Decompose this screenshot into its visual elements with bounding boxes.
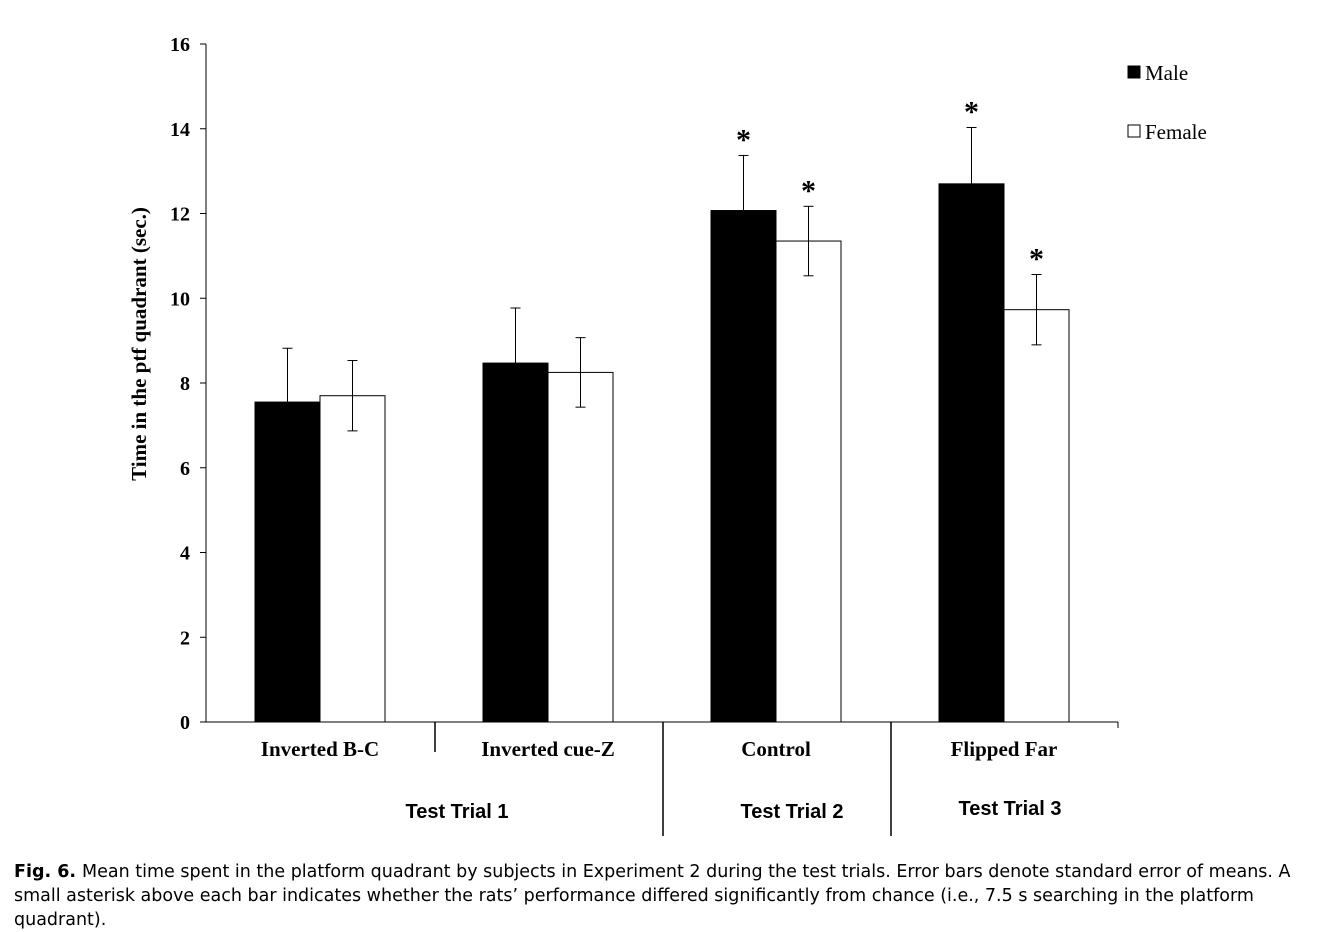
x-category-label: Control <box>741 737 811 761</box>
significance-asterisk: * <box>1029 243 1044 276</box>
legend-label-female: Female <box>1145 120 1207 144</box>
caption-label: Fig. 6. <box>14 862 77 882</box>
legend-swatch-female <box>1127 124 1141 138</box>
bar-male <box>710 210 777 723</box>
significance-asterisk: * <box>964 95 979 128</box>
chart-bars: * * * * <box>254 95 1070 723</box>
y-tick-label: 12 <box>170 204 190 226</box>
y-tick-label: 16 <box>170 34 190 56</box>
chart-axes: 0 2 4 6 8 10 12 14 16 Time in the ptf quadrant (s… <box>127 34 1118 734</box>
y-tick-label: 14 <box>170 119 190 141</box>
x-category-label: Inverted cue-Z <box>481 737 615 761</box>
y-tick-label: 8 <box>180 373 190 395</box>
bar-chart: 0 2 4 6 8 10 12 14 16 Time in the ptf quadrant (s… <box>127 34 1207 836</box>
y-axis-label: Time in the ptf quadrant (sec.) <box>127 207 151 481</box>
chart-labels: Inverted B-C Inverted cue-Z Control Flipped… <box>261 722 1119 836</box>
legend-swatch-male <box>1127 65 1141 79</box>
y-tick-label: 2 <box>180 627 190 649</box>
chart-legend: Male Female <box>1127 61 1207 144</box>
y-tick-label: 10 <box>170 288 190 310</box>
x-category-label: Inverted B-C <box>261 737 379 761</box>
y-tick-label: 0 <box>180 712 190 734</box>
significance-asterisk: * <box>736 123 751 156</box>
group-label: Test Trial 3 <box>958 798 1061 820</box>
bar-male <box>938 183 1005 723</box>
y-tick-label: 4 <box>180 543 190 565</box>
bar-female <box>547 371 614 723</box>
bar-female <box>775 240 842 723</box>
caption-text: Mean time spent in the platform quadrant… <box>14 862 1291 930</box>
y-tick-label: 6 <box>180 458 190 480</box>
group-label: Test Trial 2 <box>740 801 843 823</box>
figure-caption: Fig. 6. Mean time spent in the platform q… <box>14 860 1330 932</box>
legend-label-male: Male <box>1145 61 1188 85</box>
bar-female <box>1003 309 1070 723</box>
x-category-label: Flipped Far <box>951 737 1058 761</box>
bar-female <box>319 395 386 723</box>
group-label: Test Trial 1 <box>405 801 508 823</box>
significance-asterisk: * <box>801 174 816 207</box>
